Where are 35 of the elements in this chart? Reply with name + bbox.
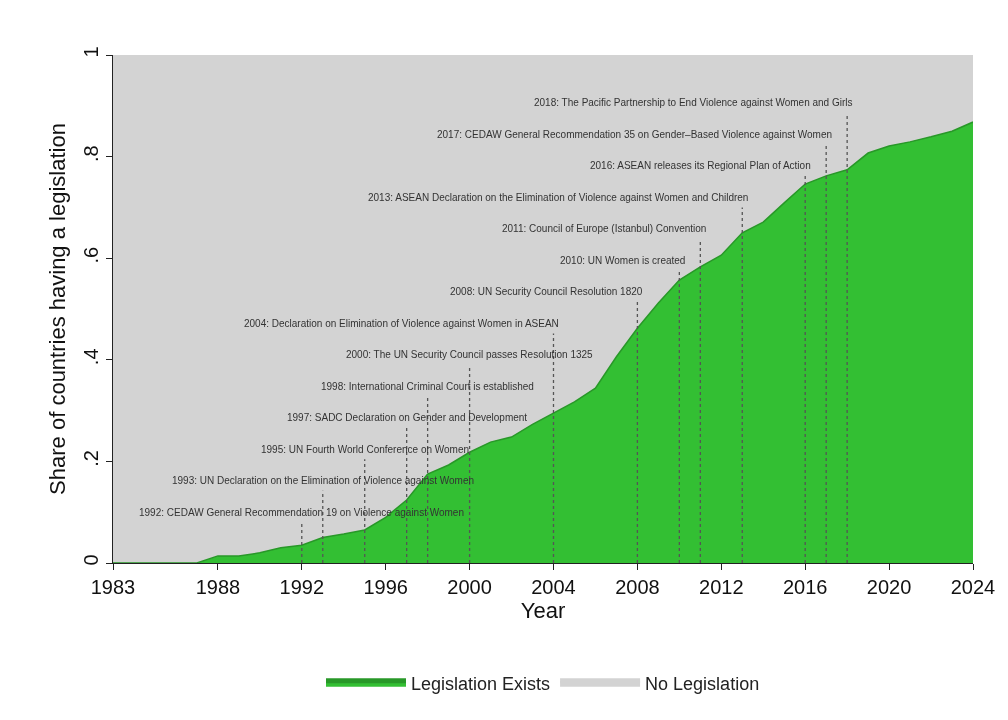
y-tick-label: .6 bbox=[79, 246, 102, 264]
x-tick-label: 2000 bbox=[447, 576, 492, 599]
x-tick-label: 1996 bbox=[363, 576, 408, 599]
ref-line-label: 1992: CEDAW General Recommendation 19 on Violence against Women bbox=[139, 507, 464, 518]
legend-label: Legislation Exists bbox=[411, 673, 551, 694]
ref-line-label: 2017: CEDAW General Recommendation 35 on Gender–Based Violence against Women bbox=[437, 129, 833, 140]
ref-line-label: 2000: The UN Security Council passes Resolution 1325 bbox=[346, 349, 594, 360]
x-tick-label: 1983 bbox=[90, 576, 136, 599]
x-tick-label: 2012 bbox=[699, 576, 744, 599]
ref-line-label: 1993: UN Declaration on the Elimination of Violence against Women bbox=[172, 475, 475, 486]
x-tick-label: 2008 bbox=[615, 576, 660, 599]
x-tick-label: 2016 bbox=[782, 576, 828, 599]
y-tick-label: .8 bbox=[79, 145, 102, 162]
legend-label: No Legislation bbox=[645, 673, 760, 694]
y-tick-label: .4 bbox=[79, 348, 102, 366]
x-tick-label: 1988 bbox=[195, 576, 241, 599]
ref-line-label: 1998: International Criminal Court is established bbox=[321, 381, 534, 392]
y-axis-title: Share of countries having a legislation bbox=[44, 123, 70, 495]
y-tick-label: .2 bbox=[79, 450, 102, 467]
x-tick-label: 2020 bbox=[866, 576, 912, 599]
ref-line-label: 2018: The Pacific Partnership to End Violence against Women and Girls bbox=[534, 97, 853, 108]
ref-line-label: 2016: ASEAN releases its Regional Plan of Action bbox=[590, 160, 811, 171]
x-tick-label: 2024 bbox=[950, 576, 996, 599]
ref-line-label: 2008: UN Security Council Resolution 1820 bbox=[450, 286, 643, 297]
ref-line-label: 2004: Declaration on Elimination of Violence against Women in ASEAN bbox=[244, 318, 559, 329]
ref-line-label: 2011: Council of Europe (Istanbul) Convention bbox=[502, 223, 707, 234]
x-axis-title: Year bbox=[520, 598, 566, 624]
ref-line-label: 1997: SADC Declaration on Gender and Development bbox=[287, 412, 528, 423]
ref-line-label: 2010: UN Women is created bbox=[560, 255, 686, 266]
ref-line-label: 2013: ASEAN Declaration on the Elimination of Violence against Women and Children bbox=[368, 192, 749, 203]
y-tick-label: 1 bbox=[79, 46, 102, 58]
x-tick-label: 1992 bbox=[279, 576, 325, 599]
x-tick-label: 2004 bbox=[531, 576, 576, 599]
y-tick-label: 0 bbox=[79, 554, 102, 566]
ref-line-label: 1995: UN Fourth World Conference on Women bbox=[261, 444, 470, 455]
